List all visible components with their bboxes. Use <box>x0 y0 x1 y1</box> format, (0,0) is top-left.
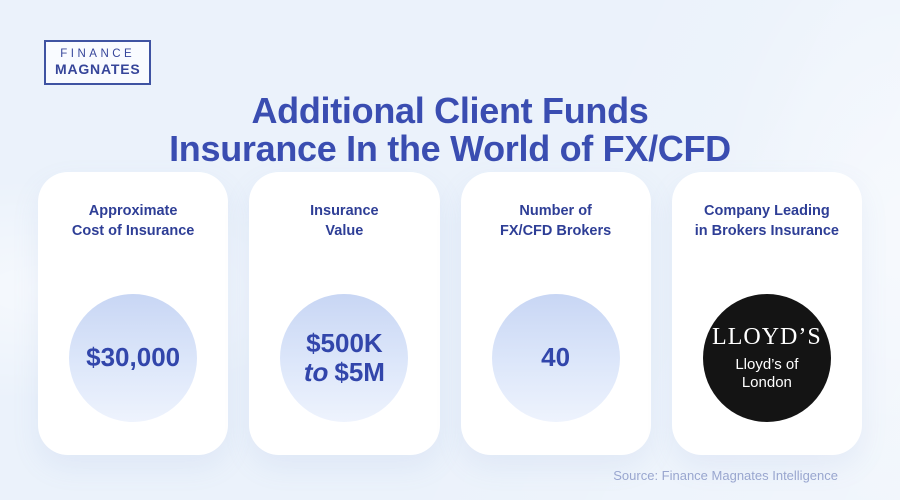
stat-value: $30,000 <box>86 342 181 373</box>
stat-circle: $500K to $5M <box>280 294 409 422</box>
lloyds-wordmark: LLOYD’S <box>712 323 822 350</box>
card-number-of-brokers: Number of FX/CFD Brokers 40 <box>460 172 651 455</box>
lloyds-subtitle-line1: Lloyd’s of <box>735 355 799 373</box>
card-label-line2: Value <box>325 222 364 239</box>
lloyds-subtitle-line2: London <box>741 373 792 391</box>
card-insurance-value: Insurance Value $500K to $5M <box>249 172 440 455</box>
stat-circle: 40 <box>491 294 620 422</box>
stat-value-amount: $5M <box>334 357 385 387</box>
card-label-line1: Insurance <box>310 203 379 219</box>
card-label-line2: in Brokers Insurance <box>694 222 839 239</box>
logo-line-magnates: MAGNATES <box>55 61 141 78</box>
page-title-line1: Additional Client Funds <box>251 90 649 132</box>
page-title: Additional Client Funds Insurance In the… <box>0 92 900 167</box>
finance-magnates-logo: FINANCE MAGNATES <box>44 40 152 86</box>
card-cost-of-insurance: Approximate Cost of Insurance $30,000 <box>38 172 229 455</box>
card-label-line1: Company Leading <box>704 203 830 219</box>
stat-circle: $30,000 <box>69 294 198 422</box>
stat-cards-row: Approximate Cost of Insurance $30,000 In… <box>38 172 862 455</box>
lloyds-logo-badge: LLOYD’S Lloyd’s of London <box>702 294 831 422</box>
card-label-line2: FX/CFD Brokers <box>500 222 612 239</box>
lloyds-subtitle: Lloyd’s of London <box>735 356 798 391</box>
card-label-line1: Approximate <box>88 203 178 219</box>
logo-line-finance: FINANCE <box>60 48 136 60</box>
stat-value-line2: to $5M <box>303 357 385 387</box>
card-label: Company Leading in Brokers Insurance <box>672 202 862 241</box>
card-label: Number of FX/CFD Brokers <box>461 202 651 241</box>
card-leading-company: Company Leading in Brokers Insurance LLO… <box>671 172 862 455</box>
stat-value-line1: $500K <box>306 327 383 358</box>
stat-value: 40 <box>541 342 571 373</box>
card-label: Approximate Cost of Insurance <box>38 202 228 241</box>
card-label: Insurance Value <box>249 202 439 241</box>
page-title-line2: Insurance In the World of FX/CFD <box>169 127 731 169</box>
card-label-line2: Cost of Insurance <box>71 222 195 239</box>
card-label-line1: Number of <box>519 203 592 219</box>
source-attribution: Source: Finance Magnates Intelligence <box>613 468 838 483</box>
stat-value-to: to <box>303 357 329 387</box>
